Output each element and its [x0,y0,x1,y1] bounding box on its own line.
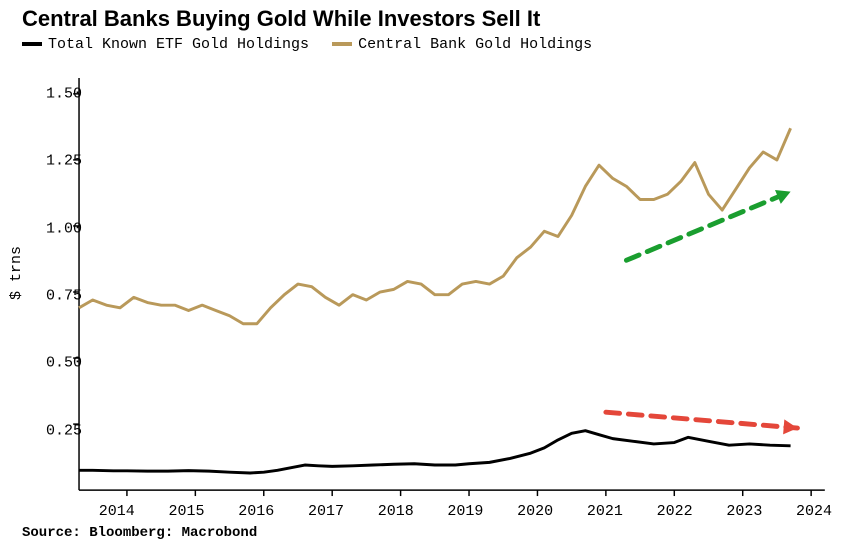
y-tick-label: 1.50 [46,86,82,103]
legend-item: Central Bank Gold Holdings [332,36,592,53]
x-tick-label: 2023 [726,503,762,520]
x-tick-label: 2016 [238,503,274,520]
y-tick-label: 0.50 [46,355,82,372]
chart-legend: Total Known ETF Gold Holdings Central Ba… [22,34,606,53]
x-tick-label: 2014 [99,503,135,520]
x-tick-label: 2022 [657,503,693,520]
line-etf [79,431,791,473]
y-axis-label: $ trns [8,246,25,300]
x-tick-label: 2024 [796,503,832,520]
y-tick-label: 0.75 [46,288,82,305]
legend-label: Total Known ETF Gold Holdings [48,36,309,53]
trend-arrow-down [606,412,798,428]
x-tick-label: 2021 [587,503,623,520]
x-tick-label: 2019 [447,503,483,520]
legend-label: Central Bank Gold Holdings [358,36,592,53]
legend-swatch-etf [22,42,42,46]
x-tick-label: 2015 [169,503,205,520]
trend-arrow-up [626,192,790,261]
x-tick-label: 2018 [378,503,414,520]
chart-plot-area [68,78,828,498]
x-tick-label: 2017 [308,503,344,520]
chart-title: Central Banks Buying Gold While Investor… [22,6,540,32]
y-tick-label: 1.00 [46,220,82,237]
legend-item: Total Known ETF Gold Holdings [22,36,309,53]
trend-arrow-down-head [783,419,797,434]
chart-source: Source: Bloomberg: Macrobond [22,525,257,541]
line-central-bank [79,128,791,323]
legend-swatch-cb [332,42,352,46]
x-tick-label: 2020 [517,503,553,520]
y-tick-label: 0.25 [46,422,82,439]
y-tick-label: 1.25 [46,153,82,170]
